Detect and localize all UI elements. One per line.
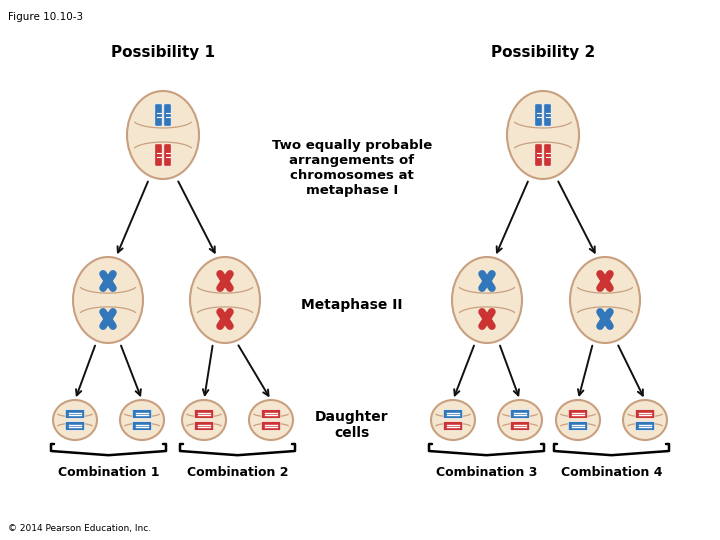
- FancyBboxPatch shape: [66, 422, 85, 430]
- Circle shape: [224, 280, 226, 282]
- FancyBboxPatch shape: [544, 104, 552, 126]
- Text: © 2014 Pearson Education, Inc.: © 2014 Pearson Education, Inc.: [8, 524, 151, 533]
- FancyBboxPatch shape: [261, 422, 281, 430]
- FancyBboxPatch shape: [132, 422, 152, 430]
- Ellipse shape: [507, 91, 579, 179]
- FancyBboxPatch shape: [510, 422, 530, 430]
- Ellipse shape: [431, 400, 475, 440]
- Circle shape: [603, 280, 606, 282]
- Circle shape: [107, 280, 109, 282]
- Text: Combination 1: Combination 1: [58, 466, 159, 479]
- FancyBboxPatch shape: [568, 422, 588, 430]
- Ellipse shape: [73, 257, 143, 343]
- Circle shape: [224, 318, 226, 320]
- FancyBboxPatch shape: [132, 410, 152, 418]
- FancyBboxPatch shape: [444, 410, 462, 418]
- Text: Figure 10.10-3: Figure 10.10-3: [8, 12, 83, 22]
- FancyBboxPatch shape: [535, 144, 542, 166]
- FancyBboxPatch shape: [544, 144, 552, 166]
- Ellipse shape: [190, 257, 260, 343]
- Ellipse shape: [120, 400, 164, 440]
- Ellipse shape: [570, 257, 640, 343]
- FancyBboxPatch shape: [535, 104, 542, 126]
- Ellipse shape: [53, 400, 97, 440]
- Ellipse shape: [498, 400, 542, 440]
- Text: Daughter
cells: Daughter cells: [315, 410, 389, 440]
- Circle shape: [603, 318, 606, 320]
- FancyBboxPatch shape: [636, 422, 654, 430]
- Ellipse shape: [623, 400, 667, 440]
- Ellipse shape: [182, 400, 226, 440]
- FancyBboxPatch shape: [155, 104, 162, 126]
- Ellipse shape: [452, 257, 522, 343]
- Ellipse shape: [249, 400, 293, 440]
- FancyBboxPatch shape: [194, 422, 214, 430]
- Text: Combination 2: Combination 2: [186, 466, 288, 479]
- Circle shape: [486, 318, 488, 320]
- Text: Combination 3: Combination 3: [436, 466, 537, 479]
- FancyBboxPatch shape: [510, 410, 530, 418]
- Text: Metaphase II: Metaphase II: [301, 298, 402, 312]
- Text: Combination 4: Combination 4: [561, 466, 662, 479]
- Circle shape: [107, 318, 109, 320]
- FancyBboxPatch shape: [568, 410, 588, 418]
- Circle shape: [486, 280, 488, 282]
- Text: Possibility 2: Possibility 2: [491, 44, 595, 59]
- FancyBboxPatch shape: [155, 144, 162, 166]
- Text: Two equally probable
arrangements of
chromosomes at
metaphase I: Two equally probable arrangements of chr…: [272, 139, 432, 197]
- Ellipse shape: [127, 91, 199, 179]
- FancyBboxPatch shape: [636, 410, 654, 418]
- FancyBboxPatch shape: [261, 410, 281, 418]
- FancyBboxPatch shape: [164, 144, 171, 166]
- FancyBboxPatch shape: [164, 104, 171, 126]
- Ellipse shape: [556, 400, 600, 440]
- FancyBboxPatch shape: [444, 422, 462, 430]
- FancyBboxPatch shape: [194, 410, 214, 418]
- Text: Possibility 1: Possibility 1: [111, 44, 215, 59]
- FancyBboxPatch shape: [66, 410, 85, 418]
